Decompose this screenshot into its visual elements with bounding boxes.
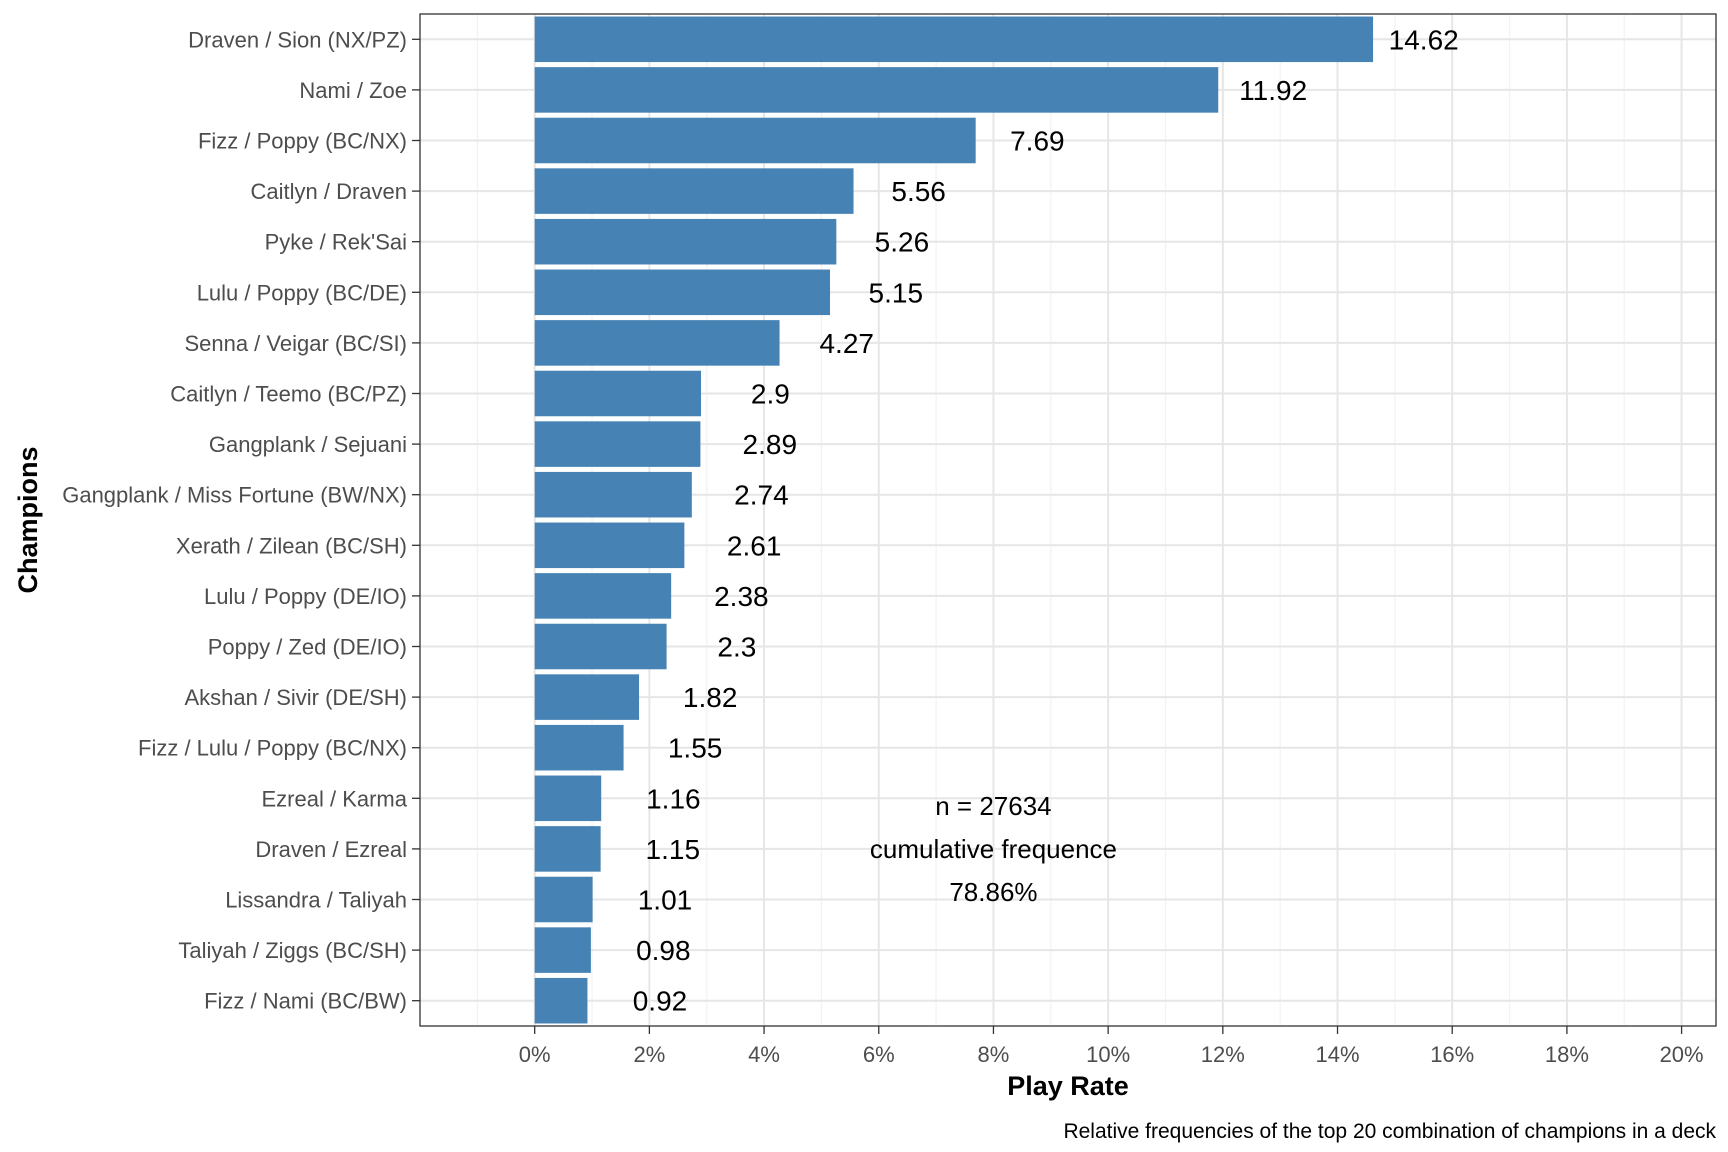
- bar: [534, 573, 672, 619]
- bar: [534, 218, 837, 265]
- bar: [534, 826, 601, 872]
- bar: [534, 775, 602, 822]
- x-tick-label: 2%: [633, 1042, 665, 1067]
- y-tick-label: Fizz / Lulu / Poppy (BC/NX): [138, 736, 407, 761]
- y-tick-label: Draven / Sion (NX/PZ): [188, 27, 407, 52]
- x-tick-label: 8%: [978, 1042, 1010, 1067]
- y-tick-label: Gangplank / Sejuani: [209, 432, 407, 457]
- y-tick-label: Akshan / Sivir (DE/SH): [185, 685, 408, 710]
- annotation-line: cumulative frequence: [870, 834, 1117, 864]
- x-tick-label: 10%: [1086, 1042, 1130, 1067]
- annotation-line: n = 27634: [935, 791, 1051, 821]
- bar-value-label: 1.01: [638, 885, 693, 916]
- chart-caption: Relative frequencies of the top 20 combi…: [1063, 1120, 1716, 1143]
- bar-value-label: 2.3: [717, 632, 756, 663]
- x-tick-label: 16%: [1430, 1042, 1474, 1067]
- x-axis: 0% 2% 4% 6% 8% 10% 12% 14% 16% 18% 20%: [519, 1026, 1704, 1067]
- x-tick-label: 14%: [1315, 1042, 1359, 1067]
- bar-value-label: 1.55: [668, 733, 723, 764]
- y-tick-label: Poppy / Zed (DE/IO): [208, 635, 407, 660]
- bar: [534, 623, 667, 670]
- y-tick-label: Fizz / Poppy (BC/NX): [198, 129, 407, 154]
- bar-value-label: 14.62: [1389, 24, 1459, 55]
- bar-value-label: 1.16: [646, 783, 701, 814]
- y-tick-label: Gangplank / Miss Fortune (BW/NX): [62, 483, 407, 508]
- bar-value-label: 7.69: [1010, 126, 1065, 157]
- y-tick-label: Fizz / Nami (BC/BW): [204, 989, 407, 1014]
- bar: [534, 977, 588, 1024]
- bar-value-label: 2.89: [743, 429, 798, 460]
- x-tick-label: 20%: [1660, 1042, 1704, 1067]
- y-tick-label: Taliyah / Ziggs (BC/SH): [178, 938, 407, 963]
- x-tick-label: 12%: [1201, 1042, 1245, 1067]
- bar-value-label: 4.27: [819, 328, 874, 359]
- y-tick-label: Nami / Zoe: [299, 78, 407, 103]
- bar: [534, 724, 624, 771]
- x-tick-label: 6%: [863, 1042, 895, 1067]
- bar-value-label: 0.92: [633, 986, 688, 1017]
- y-tick-label: Ezreal / Karma: [262, 786, 408, 811]
- bar: [534, 117, 976, 164]
- y-tick-label: Xerath / Zilean (BC/SH): [176, 533, 407, 558]
- bar-value-label: 1.82: [683, 682, 738, 713]
- bar-value-label: 0.98: [636, 935, 691, 966]
- bar-value-label: 5.26: [875, 227, 930, 258]
- bar-value-label: 2.74: [734, 480, 789, 511]
- bar: [534, 67, 1219, 113]
- bar-value-label: 2.61: [727, 530, 782, 561]
- bar: [534, 876, 593, 923]
- x-tick-label: 0%: [519, 1042, 551, 1067]
- x-tick-label: 18%: [1545, 1042, 1589, 1067]
- y-tick-label: Caitlyn / Draven: [250, 179, 407, 204]
- annotation: n = 27634 cumulative frequence 78.86%: [870, 791, 1117, 907]
- bar: [534, 370, 701, 417]
- y-axis-title: Champions: [13, 446, 43, 593]
- bar-value-label: 5.15: [869, 277, 924, 308]
- y-axis: Draven / Sion (NX/PZ) Nami / Zoe Fizz / Po…: [62, 27, 420, 1014]
- bar: [534, 674, 640, 720]
- bar: [534, 269, 831, 316]
- annotation-line: 78.86%: [949, 877, 1037, 907]
- y-tick-label: Draven / Ezreal: [255, 837, 407, 862]
- panel-border: [419, 13, 1717, 1027]
- bar: [534, 168, 854, 214]
- bar-value-labels: 14.62 11.92 7.69 5.56 5.26 5.15 4.27 2.9 2.89 2.7…: [633, 24, 1459, 1016]
- x-axis-title: Play Rate: [1007, 1071, 1129, 1101]
- bar: [534, 320, 780, 366]
- bar: [534, 522, 685, 569]
- y-tick-label: Pyke / Rek'Sai: [265, 230, 407, 255]
- bar-value-label: 2.9: [751, 379, 790, 410]
- y-tick-label: Lulu / Poppy (DE/IO): [204, 584, 407, 609]
- bars: [534, 16, 1374, 1024]
- bar-value-label: 11.92: [1239, 75, 1307, 106]
- bar: [534, 421, 701, 467]
- bar: [534, 927, 591, 973]
- y-tick-label: Caitlyn / Teemo (BC/PZ): [170, 382, 407, 407]
- y-tick-label: Lulu / Poppy (BC/DE): [197, 280, 407, 305]
- y-tick-label: Senna / Veigar (BC/SI): [184, 331, 407, 356]
- x-tick-label: 4%: [748, 1042, 780, 1067]
- major-gridlines: [420, 14, 1716, 1026]
- y-tick-label: Lissandra / Taliyah: [225, 888, 407, 913]
- bar-value-label: 5.56: [891, 176, 946, 207]
- bar-value-label: 1.15: [646, 834, 701, 865]
- bar: [534, 16, 1374, 63]
- bar: [534, 471, 692, 518]
- bar-value-label: 2.38: [714, 581, 769, 612]
